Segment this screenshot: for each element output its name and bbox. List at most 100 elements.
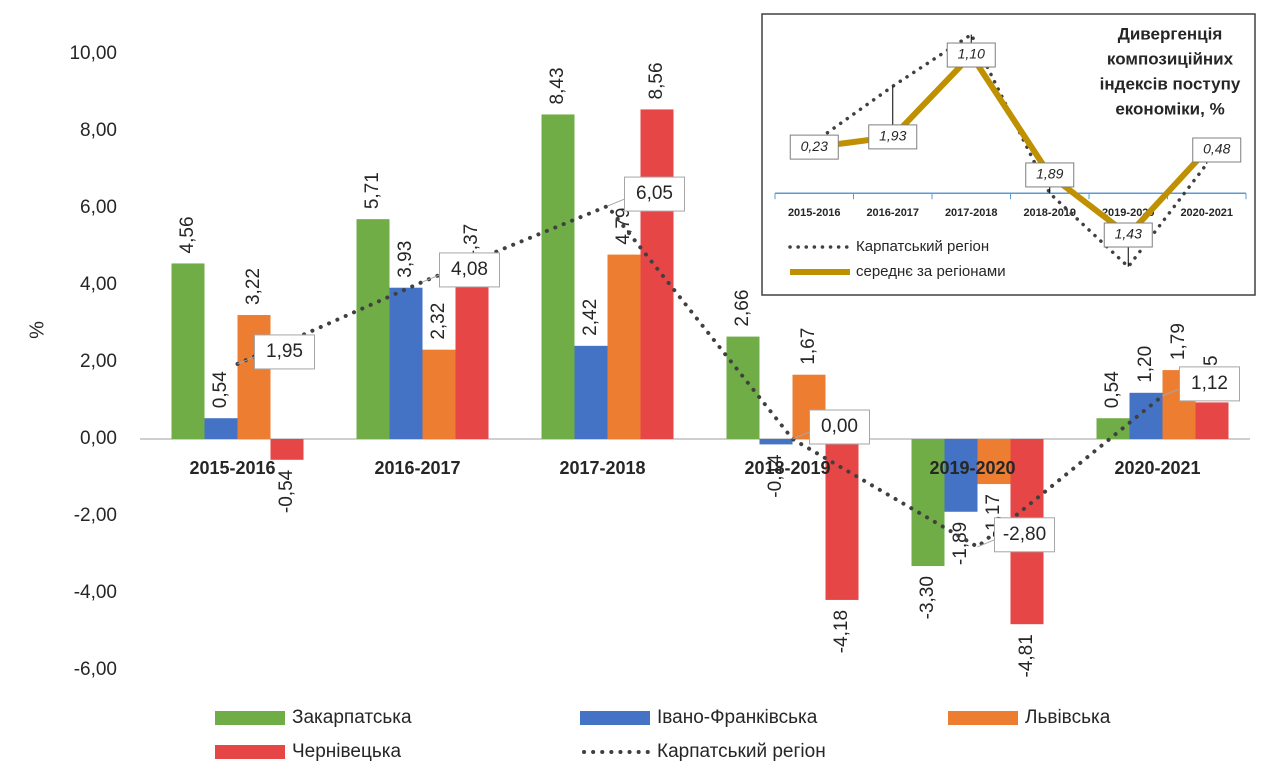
inset-title: індексів поступу xyxy=(1100,74,1241,93)
inset-x-tick-label: 2019-2020 xyxy=(1102,207,1155,219)
y-tick-label: 2,00 xyxy=(80,351,117,372)
bar-value-label: -0,14 xyxy=(765,454,786,498)
y-axis-label: % xyxy=(26,321,48,339)
bar-value-label: -0,54 xyxy=(276,469,297,513)
y-tick-label: 4,00 xyxy=(80,274,117,295)
inset-divergence-label: 1,93 xyxy=(879,128,906,144)
callout-box xyxy=(994,517,1055,553)
bar-value-label: 8,56 xyxy=(646,62,667,99)
bar xyxy=(944,439,978,512)
bar-value-label: 5,71 xyxy=(362,172,383,209)
line-value-label: 0,00 xyxy=(821,416,858,437)
bar xyxy=(759,439,793,445)
legend-swatch xyxy=(215,711,285,725)
bar-value-label: 1,67 xyxy=(798,328,819,365)
y-tick-label: -4,00 xyxy=(74,582,117,603)
bar-value-label: 0,54 xyxy=(210,371,231,408)
line-value-label: 4,08 xyxy=(451,259,488,280)
bar xyxy=(977,439,1011,485)
bar-value-label: -4,81 xyxy=(1016,634,1037,677)
y-tick-label: -6,00 xyxy=(74,659,117,680)
inset-divergence-label: 1,43 xyxy=(1115,226,1142,242)
bar xyxy=(389,287,423,439)
inset-label-box xyxy=(1025,162,1075,188)
callout-box xyxy=(254,334,315,370)
inset-title: Дивергенція xyxy=(1118,24,1223,43)
bar-value-label: 4,56 xyxy=(177,216,198,253)
bar xyxy=(726,336,760,439)
bar xyxy=(422,349,456,439)
inset-legend-label: середнє за регіонами xyxy=(856,263,1006,280)
bar xyxy=(171,263,205,439)
legend-label: Карпатський регіон xyxy=(657,741,826,762)
x-tick-label: 2020-2021 xyxy=(1114,458,1200,478)
legend-swatch xyxy=(948,711,1018,725)
inset-x-tick-label: 2015-2016 xyxy=(788,207,841,219)
bar-value-label: -4,18 xyxy=(831,610,852,653)
bar-value-label: 3,22 xyxy=(243,268,264,305)
y-tick-label: 10,00 xyxy=(69,43,117,64)
legend-label: Закарпатська xyxy=(292,707,412,728)
inset-x-tick-label: 2017-2018 xyxy=(945,207,998,219)
bar xyxy=(270,439,304,460)
callout-leader xyxy=(977,539,995,548)
inset-legend-label: Карпатський регіон xyxy=(856,238,989,255)
inset-x-tick-label: 2016-2017 xyxy=(866,207,919,219)
line-value-label: 1,95 xyxy=(266,341,303,362)
legend-label: Івано-Франківська xyxy=(657,707,818,728)
bar-value-label: -1,89 xyxy=(950,522,971,565)
bar-value-label: 4,37 xyxy=(461,224,482,261)
line-value-label: 1,12 xyxy=(1191,373,1228,394)
callout-box xyxy=(439,252,500,288)
inset-label-box xyxy=(1103,222,1153,248)
x-tick-label: 2016-2017 xyxy=(374,458,460,478)
inset-divergence-label: 0,23 xyxy=(801,138,828,154)
bar xyxy=(356,219,390,439)
callout-box xyxy=(1179,366,1240,402)
bar-value-label: 8,43 xyxy=(547,67,568,104)
bar xyxy=(204,418,238,439)
x-tick-label: 2015-2016 xyxy=(189,458,275,478)
bar-value-label: -3,30 xyxy=(917,576,938,619)
inset-label-box xyxy=(946,42,996,68)
callout-leader xyxy=(607,198,625,207)
callout-leader xyxy=(792,431,810,440)
callout-box xyxy=(809,409,870,445)
legend-label: Чернівецька xyxy=(292,741,401,762)
legend-swatch xyxy=(580,711,650,725)
inset-x-tick-label: 2020-2021 xyxy=(1180,207,1233,219)
y-tick-label: 6,00 xyxy=(80,197,117,218)
bar xyxy=(1195,402,1229,439)
inset-divergence-label: 1,10 xyxy=(958,46,985,62)
legend-swatch xyxy=(215,745,285,759)
line-value-label: -2,80 xyxy=(1003,524,1046,545)
callout-leader xyxy=(422,274,440,283)
y-tick-label: 0,00 xyxy=(80,428,117,449)
inset-divergence-label: 1,89 xyxy=(1036,166,1063,182)
inset-title: композиційних xyxy=(1107,49,1234,68)
callout-box xyxy=(624,176,685,212)
bar-value-label: 2,42 xyxy=(580,299,601,336)
bar-value-label: 3,93 xyxy=(395,241,416,278)
inset-label-box xyxy=(1192,137,1242,163)
y-tick-label: 8,00 xyxy=(80,120,117,141)
inset-title: економіки, % xyxy=(1115,99,1224,118)
bar xyxy=(574,345,608,439)
bar-value-label: 1,79 xyxy=(1168,323,1189,360)
bar-value-label: 1,20 xyxy=(1135,346,1156,383)
bar-value-label: 2,66 xyxy=(732,290,753,327)
inset-frame xyxy=(761,13,1256,296)
bar xyxy=(607,254,641,439)
callout-leader xyxy=(237,356,255,365)
bar xyxy=(1096,418,1130,439)
bar xyxy=(455,270,489,439)
line-value-label: 6,05 xyxy=(636,183,673,204)
inset-label-box xyxy=(868,124,918,150)
inset-label-box xyxy=(789,134,839,160)
bar xyxy=(237,315,271,439)
y-tick-label: -2,00 xyxy=(74,505,117,526)
callout-leader xyxy=(1162,388,1180,397)
x-tick-label: 2019-2020 xyxy=(929,458,1015,478)
inset-x-tick-label: 2018-2019 xyxy=(1023,207,1076,219)
